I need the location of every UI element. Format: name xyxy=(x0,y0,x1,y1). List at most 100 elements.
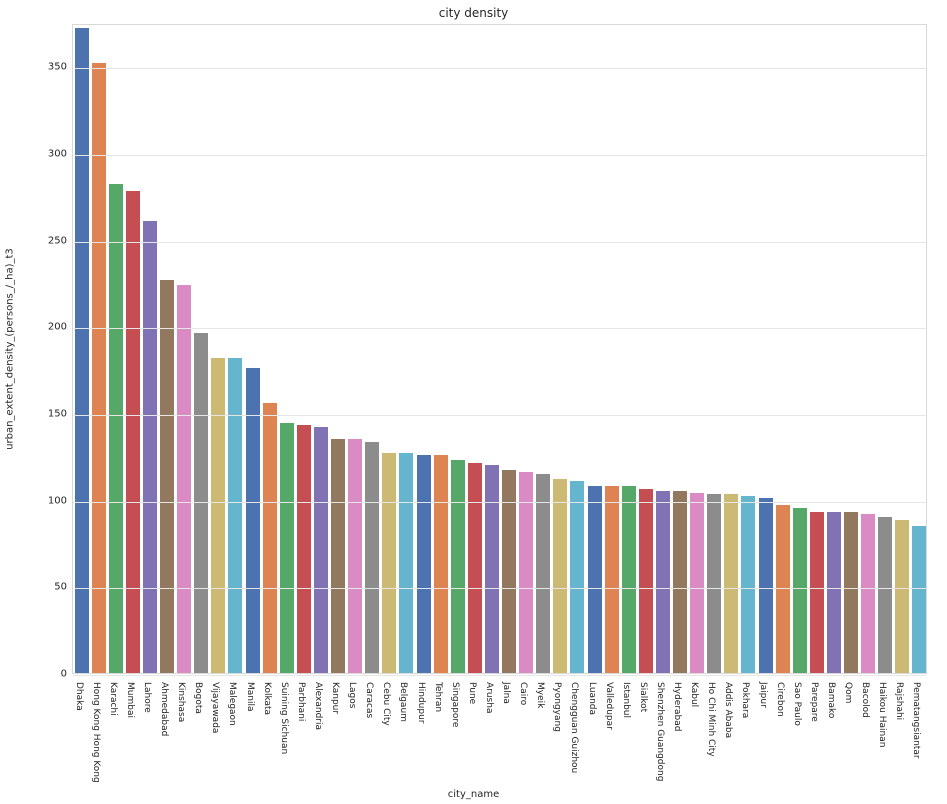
bar xyxy=(673,491,687,673)
y-tick-label: 0 xyxy=(7,669,67,680)
bar xyxy=(485,465,499,673)
bar xyxy=(741,496,755,673)
bar xyxy=(143,221,157,673)
bars-container xyxy=(73,25,926,673)
plot-area xyxy=(72,24,927,674)
x-tick-label: Sialkot xyxy=(638,682,648,712)
x-tick-label: Parepare xyxy=(809,682,819,722)
bar xyxy=(280,423,294,673)
bar xyxy=(536,474,550,673)
bar xyxy=(365,442,379,673)
x-tick-label: Shenzhen Guangdong xyxy=(655,682,665,781)
bar xyxy=(553,479,567,673)
x-tick-label: Valledupar xyxy=(604,682,614,730)
x-tick-label: Pematangsiantar xyxy=(911,682,921,759)
grid-line xyxy=(73,415,926,416)
bar xyxy=(844,512,858,673)
x-tick-label: Caracas xyxy=(364,682,374,718)
bar xyxy=(793,508,807,673)
x-tick-label: Alexandria xyxy=(313,682,323,730)
x-tick-label: Mumbai xyxy=(125,682,135,718)
bar xyxy=(246,368,260,673)
x-tick-label: Jaipur xyxy=(758,682,768,708)
bar xyxy=(263,403,277,673)
bar xyxy=(399,453,413,673)
y-tick-label: 50 xyxy=(7,582,67,593)
x-tick-label: Pyongyang xyxy=(552,682,562,732)
x-tick-label: Addis Ababa xyxy=(723,682,733,738)
bar xyxy=(810,512,824,673)
bar xyxy=(194,333,208,673)
x-tick-label: Bamako xyxy=(826,682,836,718)
y-tick-label: 350 xyxy=(7,62,67,73)
bar xyxy=(331,439,345,673)
y-tick-label: 150 xyxy=(7,409,67,420)
x-tick-label: Rajshahi xyxy=(894,682,904,720)
x-tick-label: Dhaka xyxy=(74,682,84,711)
x-tick-label: Istanbul xyxy=(621,682,631,718)
bar xyxy=(75,28,89,673)
bar xyxy=(228,358,242,673)
x-tick-label: Ahmedabad xyxy=(159,682,169,736)
grid-line xyxy=(73,68,926,69)
bar xyxy=(382,453,396,673)
x-tick-label: Singapore xyxy=(450,682,460,727)
bar xyxy=(468,463,482,673)
y-tick-label: 200 xyxy=(7,322,67,333)
x-tick-label: Bacolod xyxy=(860,682,870,718)
bar xyxy=(434,455,448,673)
x-tick-label: Sao Paulo xyxy=(792,682,802,726)
bar xyxy=(126,191,140,673)
grid-line xyxy=(73,588,926,589)
grid-line xyxy=(73,502,926,503)
bar xyxy=(690,493,704,673)
x-tick-label: Manila xyxy=(245,682,255,712)
x-tick-label: Lahore xyxy=(142,682,152,713)
bar xyxy=(861,514,875,673)
bar xyxy=(451,460,465,673)
x-tick-label: Cairo xyxy=(518,682,528,705)
x-tick-label: Parbhani xyxy=(296,682,306,721)
x-tick-label: Kabul xyxy=(689,682,699,707)
x-axis-label: city_name xyxy=(0,789,947,800)
x-tick-label: Hong Kong Hong Kong xyxy=(91,682,101,783)
x-tick-label: Cebu City xyxy=(381,682,391,726)
bar xyxy=(878,517,892,673)
bar xyxy=(109,184,123,673)
x-tick-label: Belgaum xyxy=(398,682,408,722)
x-tick-label: Suining Sichuan xyxy=(279,682,289,754)
x-tick-label: Vijayawada xyxy=(210,682,220,733)
bar xyxy=(211,358,225,673)
bar xyxy=(297,425,311,673)
y-tick-label: 250 xyxy=(7,235,67,246)
bar xyxy=(348,439,362,673)
x-tick-label: Kolkata xyxy=(262,682,272,715)
x-tick-label: Cirebon xyxy=(775,682,785,717)
x-tick-label: Hindupur xyxy=(416,682,426,724)
bar xyxy=(314,427,328,673)
x-tick-label: Tehran xyxy=(433,682,443,712)
x-tick-label: Hyderabad xyxy=(672,682,682,732)
figure: city density urban_extent_density_(perso… xyxy=(0,0,947,804)
x-tick-label: Luanda xyxy=(587,682,597,715)
bar xyxy=(588,486,602,673)
bar xyxy=(417,455,431,673)
bar xyxy=(724,494,738,673)
x-tick-label: Lagos xyxy=(347,682,357,708)
grid-line xyxy=(73,328,926,329)
x-tick-label: Arusha xyxy=(484,682,494,713)
bar xyxy=(605,486,619,673)
x-tick-label: Ho Chi Minh City xyxy=(706,682,716,757)
x-tick-label: Qom xyxy=(843,682,853,703)
x-tick-label: Kanpur xyxy=(330,682,340,714)
chart-title: city density xyxy=(0,6,947,20)
x-tick-label: Bogota xyxy=(193,682,203,714)
grid-line xyxy=(73,242,926,243)
x-tick-label: Haikou Hainan xyxy=(877,682,887,747)
bar xyxy=(160,280,174,673)
grid-line xyxy=(73,155,926,156)
x-tick-label: Pokhara xyxy=(740,682,750,718)
bar xyxy=(895,520,909,673)
x-tick-label: Myeik xyxy=(535,682,545,708)
bar xyxy=(502,470,516,673)
